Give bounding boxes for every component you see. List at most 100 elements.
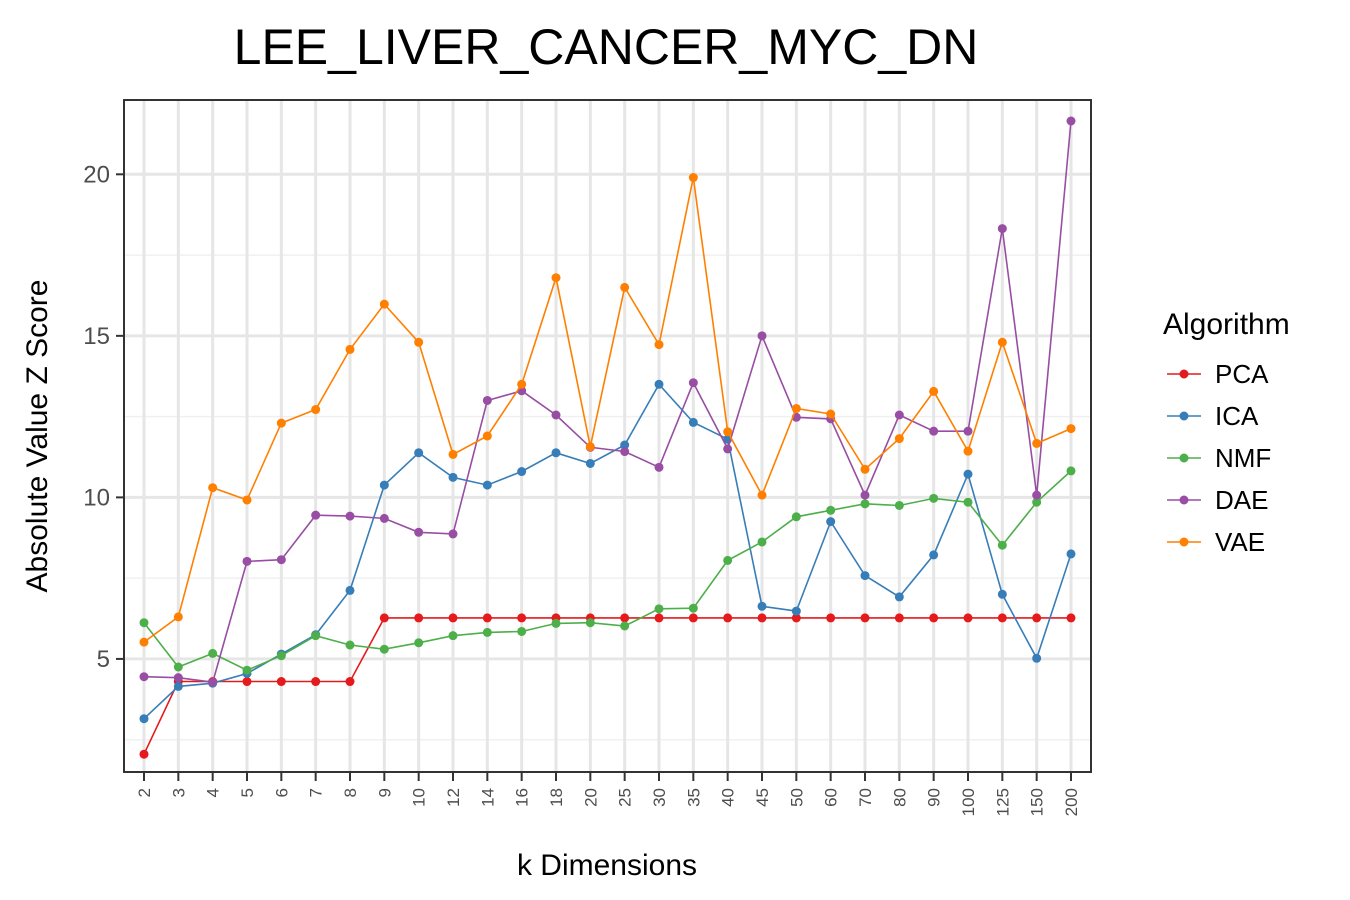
data-point — [345, 677, 355, 687]
data-point — [826, 517, 836, 527]
data-point — [997, 589, 1007, 599]
x-tick-label: 150 — [1028, 788, 1047, 816]
data-point — [860, 499, 870, 509]
data-point — [654, 613, 664, 623]
data-point — [860, 464, 870, 474]
legend-title: Algorithm — [1163, 308, 1290, 341]
data-point — [276, 418, 286, 428]
x-tick-label: 3 — [169, 788, 188, 797]
data-point — [551, 273, 561, 283]
data-point — [345, 585, 355, 595]
data-point — [654, 462, 664, 472]
data-point — [276, 555, 286, 565]
data-point — [173, 662, 183, 672]
data-point — [139, 672, 149, 682]
data-point — [723, 555, 733, 565]
data-point — [311, 510, 321, 520]
data-point — [723, 613, 733, 623]
data-point — [242, 495, 252, 505]
data-point — [448, 472, 458, 482]
data-point — [1066, 549, 1076, 559]
series-line-nmf — [143, 470, 1072, 672]
data-point — [139, 637, 149, 647]
series-line-ica — [143, 382, 1072, 720]
data-point — [551, 410, 561, 420]
data-point — [414, 337, 424, 347]
data-point — [1032, 497, 1042, 507]
data-point — [585, 442, 595, 452]
data-point — [551, 448, 561, 458]
data-point — [688, 603, 698, 613]
series-lines — [139, 116, 1076, 759]
data-point — [620, 621, 630, 631]
data-point — [620, 613, 630, 623]
data-point — [997, 540, 1007, 550]
data-point — [208, 483, 218, 493]
data-point — [620, 440, 630, 450]
legend-items: PCA ICA NMF DAE VAE — [1167, 359, 1271, 557]
data-point — [757, 613, 767, 623]
x-tick-label: 8 — [341, 788, 360, 797]
data-point — [826, 409, 836, 419]
data-point — [414, 527, 424, 537]
data-point — [723, 427, 733, 437]
data-point — [173, 612, 183, 622]
data-point — [860, 490, 870, 500]
data-point — [208, 648, 218, 658]
legend-key-point — [1179, 495, 1189, 505]
data-point — [1066, 424, 1076, 434]
data-point — [517, 613, 527, 623]
data-point — [585, 458, 595, 468]
data-point — [757, 490, 767, 500]
data-point — [757, 537, 767, 547]
data-point — [242, 665, 252, 675]
x-tick-label: 100 — [959, 788, 978, 816]
data-point — [482, 480, 492, 490]
data-point — [482, 627, 492, 637]
data-point — [1066, 613, 1076, 623]
data-point — [688, 613, 698, 623]
data-point — [345, 344, 355, 354]
data-point — [688, 417, 698, 427]
data-point — [379, 644, 389, 654]
x-tick-label: 35 — [684, 788, 703, 807]
data-point — [963, 446, 973, 456]
x-tick-label: 60 — [822, 788, 841, 807]
data-point — [448, 631, 458, 641]
data-point — [997, 224, 1007, 234]
x-tick-label: 25 — [616, 788, 635, 807]
x-tick-label: 5 — [238, 788, 257, 797]
data-point — [311, 631, 321, 641]
data-point — [482, 613, 492, 623]
x-tick-label: 18 — [547, 788, 566, 807]
x-tick-label: 40 — [719, 788, 738, 807]
x-tick-label: 12 — [444, 788, 463, 807]
x-tick-label: 90 — [925, 788, 944, 807]
data-point — [276, 651, 286, 661]
legend-label: ICA — [1215, 401, 1259, 431]
data-point — [963, 613, 973, 623]
data-point — [139, 749, 149, 759]
y-tick-label: 15 — [83, 323, 110, 350]
data-point — [208, 677, 218, 687]
series-line-vae — [143, 177, 1072, 643]
data-point — [1032, 653, 1042, 663]
data-point — [963, 426, 973, 436]
legend-item-dae: DAE — [1167, 485, 1268, 515]
legend: Algorithm PCA ICA NMF DAE VAE — [1163, 308, 1290, 557]
x-axis-title: k Dimensions — [517, 849, 697, 882]
x-tick-label: 4 — [204, 788, 223, 797]
x-tick-label: 200 — [1062, 788, 1081, 816]
data-point — [173, 681, 183, 691]
x-tick-label: 14 — [478, 788, 497, 807]
legend-label: NMF — [1215, 443, 1271, 473]
x-tick-label: 16 — [513, 788, 532, 807]
x-tick-label: 50 — [787, 788, 806, 807]
series-line-pca — [143, 617, 1071, 755]
legend-item-ica: ICA — [1167, 401, 1259, 431]
data-point — [654, 604, 664, 614]
data-point — [242, 677, 252, 687]
data-point — [1066, 116, 1076, 126]
x-tick-label: 7 — [307, 788, 326, 797]
data-point — [379, 299, 389, 309]
